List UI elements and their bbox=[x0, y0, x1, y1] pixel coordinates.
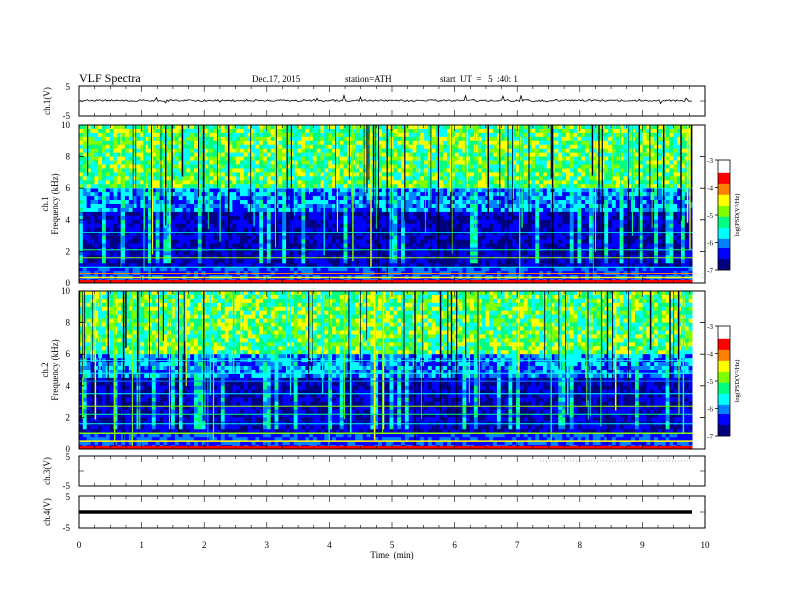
ch1-colorbar-tick: -6 bbox=[707, 240, 713, 248]
ch1-spectrogram-ylabel-frequency: Frequency (kHz) bbox=[50, 173, 60, 234]
ch2-spectrogram-ytick-2: 2 bbox=[66, 412, 71, 422]
ch1-colorbar: -3 -4 -5 -6 -7 log(PSD(V²/Hz) bbox=[707, 157, 741, 275]
ch2-spectrogram-ytick-0: 0 bbox=[66, 444, 71, 454]
ch3-ytick-bottom: -5 bbox=[63, 481, 71, 491]
ch2-colorbar-tick: -4 bbox=[707, 351, 713, 359]
ch1-colorbar-tick: -4 bbox=[707, 185, 713, 193]
ch2-spectrogram-ytick-10: 10 bbox=[61, 286, 71, 296]
ch2-colorbar: -3 -4 -5 -6 -7 log(PSD(V²/Hz) bbox=[707, 323, 741, 441]
figure-title: VLF Spectra bbox=[79, 71, 141, 85]
ch4-ytick-top: 5 bbox=[66, 492, 71, 502]
time-tick-marks bbox=[78, 85, 706, 529]
ch1-waveform-trace bbox=[79, 93, 692, 105]
ch1-spectrogram-ytick-8: 8 bbox=[66, 152, 71, 162]
ch3-ytick-top: 5 bbox=[66, 452, 71, 462]
date-label: Dec.17, 2015 bbox=[252, 74, 301, 84]
start-time-label: start UT = 5 :40: 1 bbox=[440, 74, 518, 84]
time-axis-tick-9: 9 bbox=[640, 540, 645, 550]
time-axis-tick-8: 8 bbox=[578, 540, 583, 550]
ch2-spectrogram-panel: 0 2 4 6 8 10 ch.2 Frequency (kHz) -3 -4 -5 -6 -7 l… bbox=[40, 286, 741, 454]
ch3-ylabel: ch.3(V) bbox=[42, 457, 52, 485]
ch1-spectrogram-ytick-0: 0 bbox=[66, 278, 71, 288]
ch1-spectrogram-panel: 0 2 4 6 8 10 ch.1 Frequency (kHz) -3 -4 -5 -6 -7 l… bbox=[40, 120, 741, 288]
ch1-spectrogram-ytick-4: 4 bbox=[66, 215, 71, 225]
ch1-spectrogram-ylabel-channel: ch.1 bbox=[40, 196, 50, 211]
ch2-spectrogram-image bbox=[79, 291, 705, 450]
station-label: station=ATH bbox=[345, 74, 392, 84]
time-axis-tick-10: 10 bbox=[701, 540, 711, 550]
ch1-colorbar-tick: -7 bbox=[707, 267, 713, 275]
ch2-colorbar-tick: -5 bbox=[707, 378, 713, 386]
ch1-spectrogram-ytick-6: 6 bbox=[66, 183, 71, 193]
time-axis-tick-2: 2 bbox=[202, 540, 207, 550]
ch1-ytick-bottom: -5 bbox=[63, 111, 71, 121]
ch2-spectrogram-ylabel-frequency: Frequency (kHz) bbox=[50, 339, 60, 400]
ch1-ytick-top: 5 bbox=[66, 82, 71, 92]
ch2-colorbar-tick: -7 bbox=[707, 433, 713, 441]
ch1-ylabel: ch.1(V) bbox=[42, 87, 52, 115]
time-axis-tick-4: 4 bbox=[327, 540, 332, 550]
ch4-ylabel: ch.4(V) bbox=[42, 498, 52, 526]
ch1-spectrogram-ytick-10: 10 bbox=[61, 120, 71, 130]
ch2-colorbar-label: log(PSD(V²/Hz) bbox=[734, 360, 741, 403]
ch2-colorbar-tick: -6 bbox=[707, 406, 713, 414]
time-axis-tick-0: 0 bbox=[77, 540, 82, 550]
time-axis-tick-7: 7 bbox=[515, 540, 520, 550]
time-axis-tick-1: 1 bbox=[139, 540, 144, 550]
ch1-spectrogram-image bbox=[79, 125, 705, 284]
ch2-spectrogram-ytick-6: 6 bbox=[66, 349, 71, 359]
ch1-spectrogram-ytick-2: 2 bbox=[66, 246, 71, 256]
ch2-spectrogram-ylabel-channel: ch.2 bbox=[40, 362, 50, 377]
time-axis: 0 1 2 3 4 5 6 7 8 9 10 bbox=[77, 540, 710, 550]
ch1-colorbar-tick: -3 bbox=[707, 157, 713, 165]
ch1-colorbar-tick: -5 bbox=[707, 212, 713, 220]
time-axis-tick-3: 3 bbox=[265, 540, 270, 550]
ch2-spectrogram-ytick-4: 4 bbox=[66, 381, 71, 391]
time-axis-label: Time (min) bbox=[370, 550, 413, 560]
ch2-colorbar-tick: -3 bbox=[707, 323, 713, 331]
ch1-colorbar-label: log(PSD(V²/Hz) bbox=[734, 194, 741, 237]
ch4-ytick-bottom: -5 bbox=[63, 523, 71, 533]
time-axis-tick-6: 6 bbox=[452, 540, 457, 550]
ch2-spectrogram-ytick-8: 8 bbox=[66, 318, 71, 328]
time-axis-tick-5: 5 bbox=[390, 540, 395, 550]
